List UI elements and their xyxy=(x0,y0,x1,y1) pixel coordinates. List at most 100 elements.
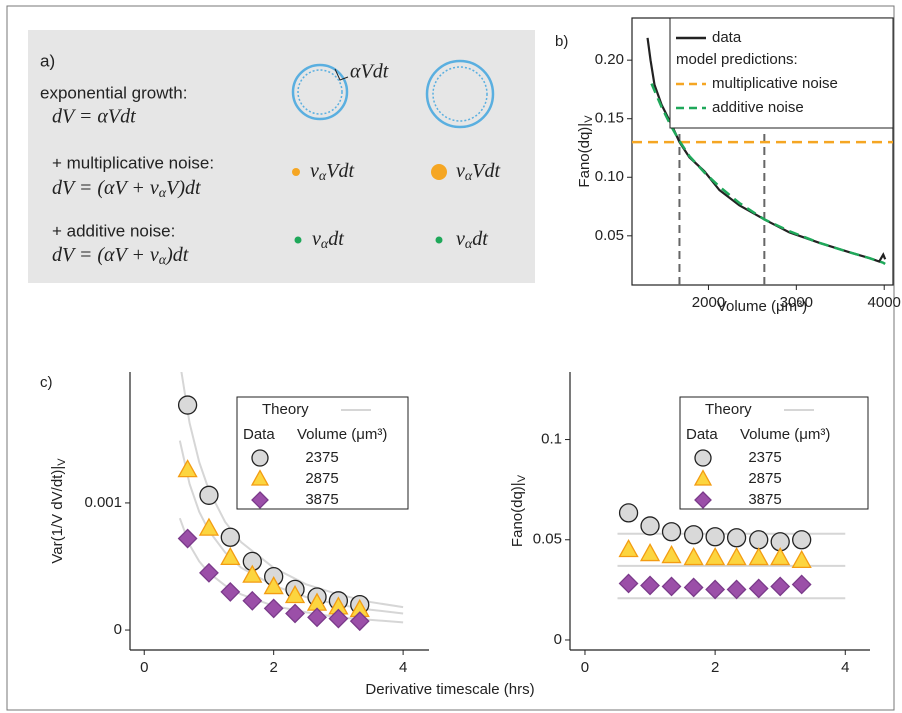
eq-sub: α xyxy=(465,169,473,184)
x-tick-label: 0 xyxy=(140,659,148,676)
data-point xyxy=(199,562,219,583)
data-point xyxy=(683,525,704,545)
eq-sub: α xyxy=(159,186,167,201)
data-point xyxy=(726,579,747,600)
legend-label: Theory xyxy=(262,401,309,418)
x-axis-label: Volume (μm³) xyxy=(717,298,807,315)
mult-equation: dV = (αV + ναV)dt xyxy=(52,177,201,202)
data-point xyxy=(284,584,306,604)
legend-label: data xyxy=(712,29,742,46)
data-point xyxy=(748,547,769,566)
data-point xyxy=(683,547,704,566)
data-point xyxy=(748,578,769,599)
data-point xyxy=(618,573,639,594)
y-tick-label: 0.001 xyxy=(84,494,122,511)
legend-box xyxy=(669,17,894,129)
panel-label: c) xyxy=(40,374,53,391)
axis-label-part: V xyxy=(516,474,528,482)
data-point xyxy=(705,527,725,547)
noise-dot xyxy=(294,236,302,244)
y-tick-label: 0.05 xyxy=(595,227,624,244)
legend-header: Data xyxy=(243,426,275,443)
legend-label: Theory xyxy=(705,401,752,418)
data-point xyxy=(640,575,660,596)
y-tick-label: 0 xyxy=(554,631,562,648)
legend-marker xyxy=(251,449,269,467)
eq-part: ν xyxy=(310,160,319,182)
data-point xyxy=(661,545,682,564)
noise-label: ναdt xyxy=(456,228,488,253)
cell-inner xyxy=(297,69,343,115)
data-point xyxy=(705,547,726,566)
legend-marker xyxy=(693,469,713,486)
legend-label: 2375 xyxy=(305,449,338,466)
noise-label: ναdt xyxy=(312,228,344,253)
data-point xyxy=(220,546,241,565)
growth-equation: dV = αVdt xyxy=(52,106,136,128)
eq-sub: α xyxy=(319,169,327,184)
axis-label-part: Var(1/V dV/dt)| xyxy=(49,466,66,564)
legend-title: model predictions: xyxy=(676,51,798,68)
data-point xyxy=(726,547,747,566)
eq-part: dV = (αV + ν xyxy=(52,177,159,199)
data-point xyxy=(791,574,812,595)
data-point xyxy=(328,608,349,629)
data-point xyxy=(770,576,791,597)
data-point xyxy=(791,549,812,569)
eq-part: Vdt xyxy=(326,160,354,182)
x-tick-label: 4 xyxy=(841,659,849,676)
data-point xyxy=(661,576,682,597)
data-point xyxy=(177,459,198,478)
eq-part: dV = (αV + ν xyxy=(52,244,159,266)
data-point xyxy=(792,530,812,550)
data-point xyxy=(198,517,220,536)
x-tick-label: 4 xyxy=(399,659,407,676)
data-point xyxy=(726,528,747,548)
data-point xyxy=(349,611,370,632)
noise-dot xyxy=(435,236,443,244)
eq-sub: α xyxy=(321,237,329,252)
data-point xyxy=(220,581,241,602)
cell-outline xyxy=(425,59,495,129)
theory-line xyxy=(178,440,404,615)
noise-label: ναVdt xyxy=(456,160,500,185)
eq-part: ν xyxy=(456,228,465,250)
eq-part: )dt xyxy=(165,244,189,266)
legend-marker xyxy=(694,449,712,467)
legend-label: 2875 xyxy=(748,470,781,487)
legend-marker xyxy=(250,469,270,486)
growth-annotation: αVdt xyxy=(350,61,389,83)
data-point xyxy=(618,538,639,558)
x-tick-label: 4000 xyxy=(868,294,901,311)
data-point xyxy=(285,603,305,624)
data-point xyxy=(177,528,198,549)
legend-header: Volume (μm³) xyxy=(740,426,830,443)
y-tick-label: 0.10 xyxy=(595,168,624,185)
data-point xyxy=(220,527,240,547)
legend-label: 2375 xyxy=(748,449,781,466)
axis-label-part: V xyxy=(583,115,595,123)
y-tick-label: 0 xyxy=(114,621,122,638)
data-point xyxy=(640,516,660,536)
axis-label-part: V xyxy=(56,458,68,466)
eq-part: dt xyxy=(328,228,344,250)
x-tick-label: 0 xyxy=(581,659,589,676)
eq-sub: α xyxy=(465,237,473,252)
x-tick-label: 2000 xyxy=(692,294,725,311)
data-point xyxy=(242,564,263,583)
eq-part: V)dt xyxy=(166,177,201,199)
data-point xyxy=(177,395,198,415)
cell-inner xyxy=(432,66,488,122)
cell-outline xyxy=(291,63,349,121)
legend-label: multiplicative noise xyxy=(712,75,838,92)
eq-sub: α xyxy=(159,253,167,268)
data-point xyxy=(639,543,661,562)
theory-line xyxy=(180,372,404,609)
x-tick-label: 3000 xyxy=(780,294,813,311)
eq-part: Vdt xyxy=(472,160,500,182)
add-text: + additive noise: xyxy=(52,221,175,240)
legend-marker xyxy=(694,491,712,509)
data-point xyxy=(661,522,682,542)
data-point xyxy=(263,576,284,595)
